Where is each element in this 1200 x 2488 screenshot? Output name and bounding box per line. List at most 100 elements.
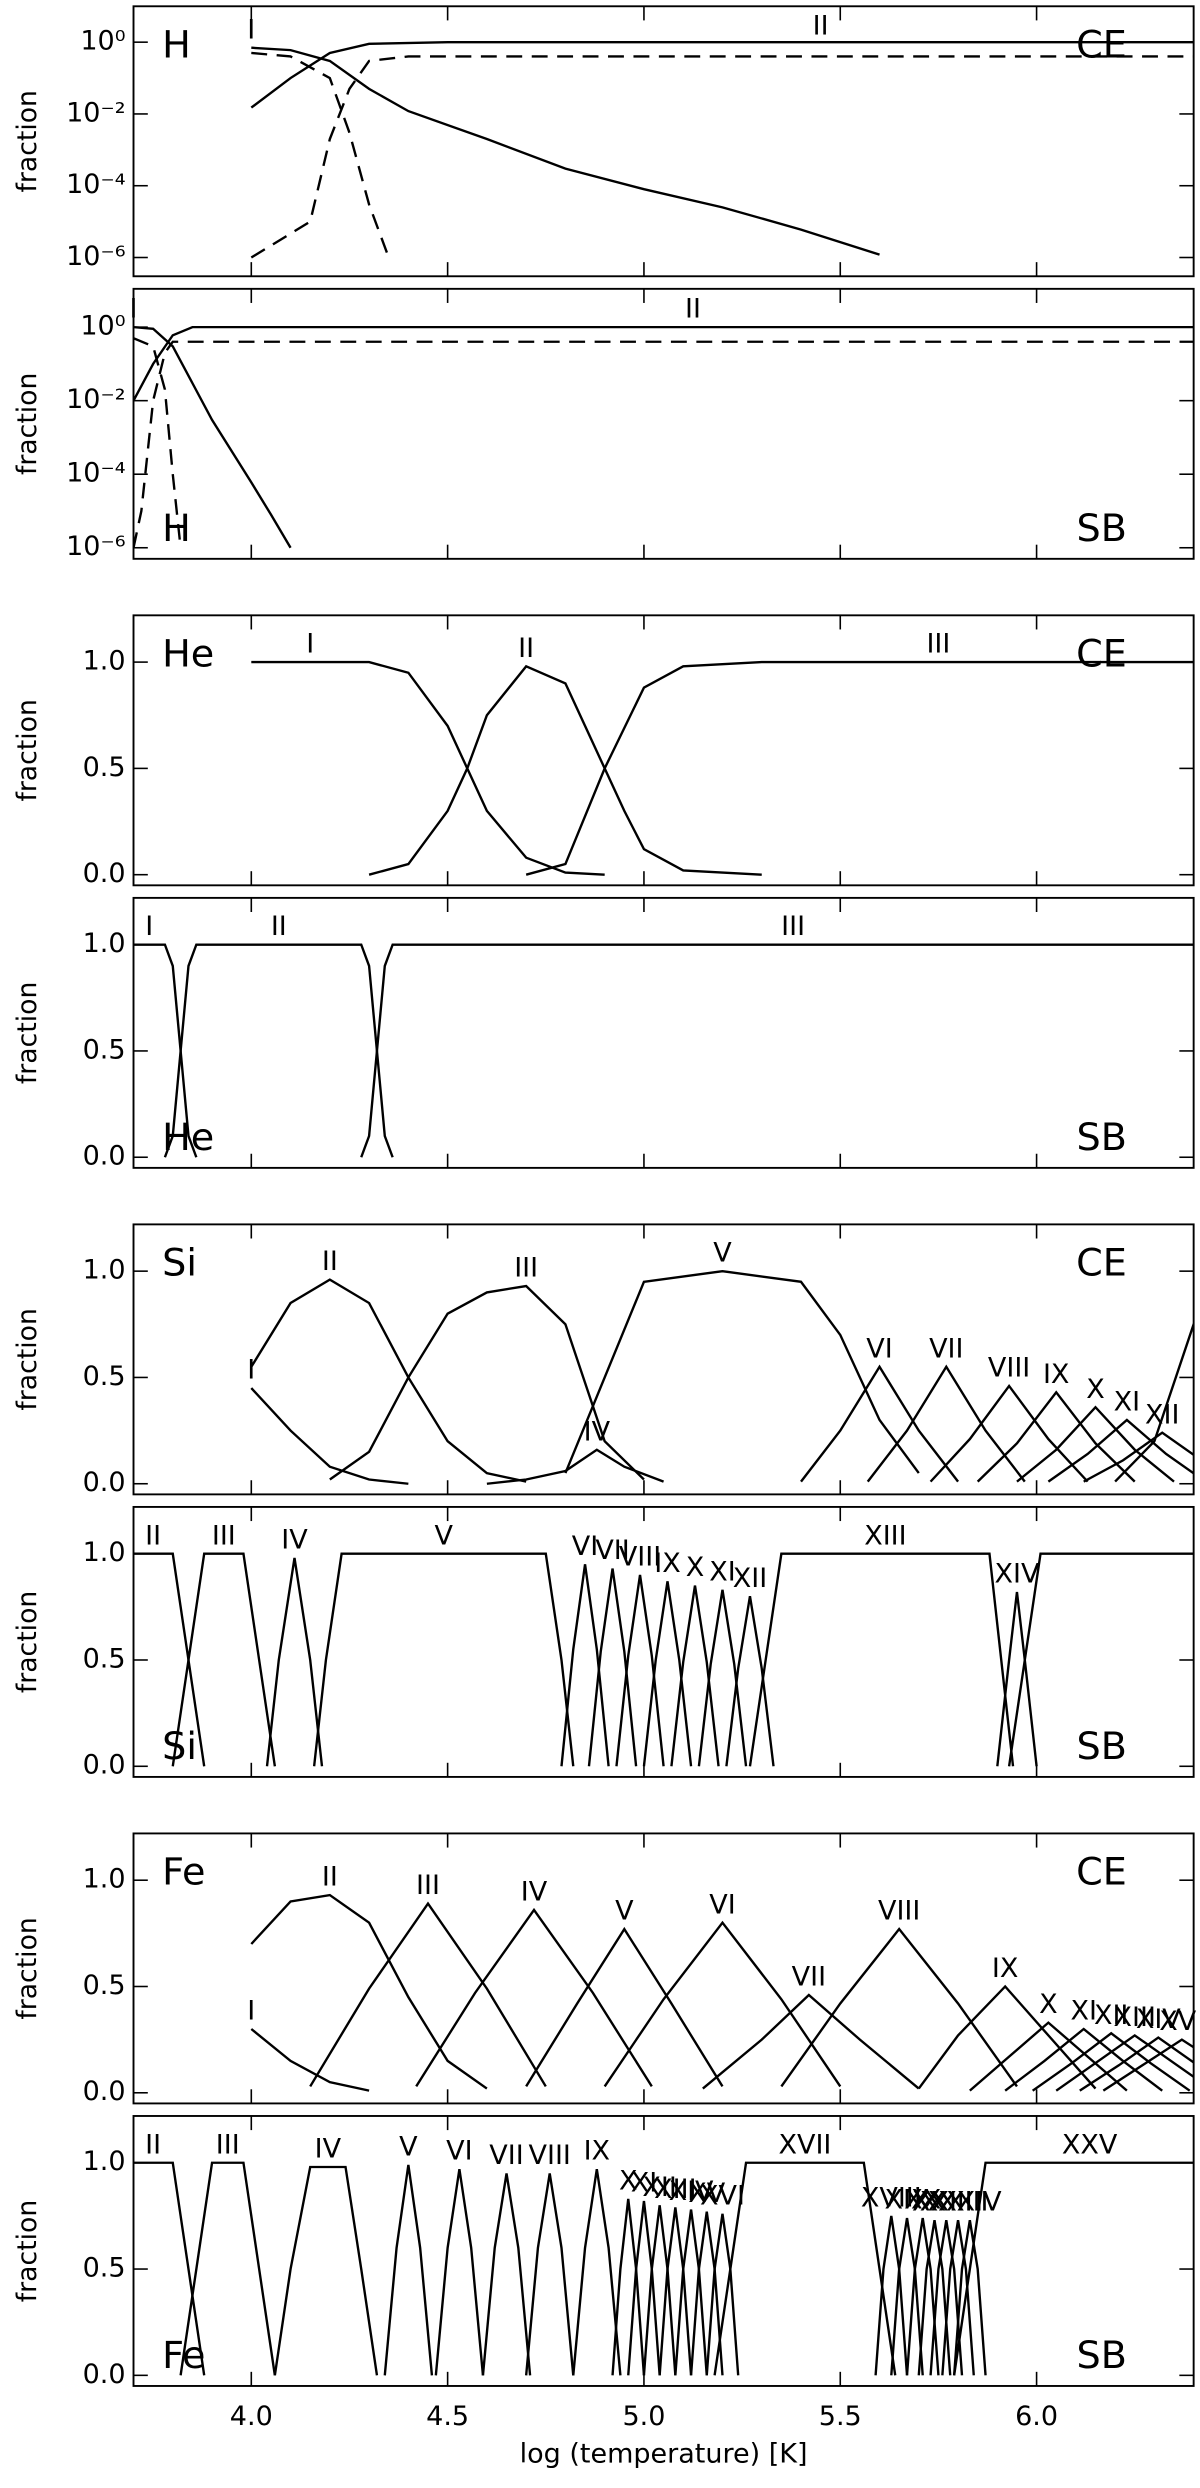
x-axis-label: log (temperature) [K] (520, 2439, 808, 2470)
ion-curve (917, 1984, 1097, 2090)
y-tick-label: 0.5 (83, 1644, 126, 1675)
ion-curve (1102, 2038, 1194, 2092)
ion-label: II (813, 11, 829, 42)
ion-curve (171, 1552, 277, 1767)
model-label: SB (1076, 1724, 1126, 1768)
ion-curve (133, 325, 292, 549)
ion-curve (866, 1364, 1026, 1483)
ion-label: III (416, 1870, 440, 1901)
ion-curve (642, 1581, 693, 1767)
y-tick-label: 1.0 (83, 1255, 126, 1286)
y-tick-label: 10⁰ (80, 26, 125, 57)
y-tick-label: 10⁻² (66, 98, 125, 129)
ion-label: III (212, 1520, 236, 1551)
ion-label: XIII (1114, 2002, 1156, 2033)
ion-label: XI (1070, 1996, 1096, 2027)
ion-curve (917, 2219, 952, 2376)
ion-label: VI (866, 1334, 892, 1365)
ion-curve (251, 660, 605, 876)
ion-label: XVI (700, 2181, 745, 2212)
ion-curve (689, 2211, 724, 2376)
ion-curve (615, 1574, 665, 1767)
ion-curve (368, 664, 762, 876)
ion-label: XV (1159, 2006, 1197, 2037)
ion-label: II (145, 1520, 161, 1551)
ion-curve (572, 2168, 622, 2376)
curves (133, 2161, 1194, 2376)
y-axis-label: fraction (12, 2200, 43, 2302)
ion-label: IV (315, 2134, 342, 2165)
ion-label: XV (688, 2178, 726, 2209)
ion-curve (800, 1364, 960, 1483)
ion-curve (250, 1893, 488, 2090)
ion-label: VI (446, 2136, 472, 2167)
ion-curve (952, 2219, 987, 2376)
ion-label: VIII (878, 1896, 920, 1927)
ion-label: V (434, 1520, 453, 1551)
ion-label: XVIII (861, 2183, 922, 2214)
ion-label: XXI (912, 2187, 957, 2218)
model-label: CE (1076, 1850, 1127, 1894)
ion-curve (603, 1920, 842, 2088)
ion-curve (874, 2215, 909, 2376)
ion-curve (133, 2161, 206, 2376)
curves (133, 943, 1194, 1158)
ion-curve (564, 1269, 920, 1474)
ion-label: XI (1114, 1387, 1140, 1418)
ion-label: XII (1094, 2000, 1128, 2031)
ion-label: II (145, 2129, 161, 2160)
ion-label: XIX (885, 2185, 930, 2216)
y-axis-label: fraction (12, 982, 43, 1084)
model-label: CE (1076, 632, 1127, 676)
y-tick-label: 0.5 (83, 1361, 126, 1392)
element-label: He (162, 632, 214, 676)
ion-curve (1007, 1552, 1194, 1767)
curves (250, 1893, 1194, 2092)
y-tick-label: 1.0 (83, 2146, 126, 2177)
ion-curve (250, 1387, 409, 1485)
ion-curve (725, 1596, 775, 1767)
ion-curve (702, 1993, 920, 2090)
ion-curve (525, 660, 1194, 876)
ion-label: VIII (529, 2140, 571, 2171)
ion-label: III (216, 2129, 240, 2160)
y-axis-label: fraction (12, 699, 43, 801)
ion-label: XX (904, 2185, 941, 2216)
ion-curve (133, 1552, 206, 1767)
ion-curve (996, 1591, 1038, 1767)
ion-label: XI (631, 2168, 657, 2199)
ion-curve (481, 2173, 532, 2376)
ion-label: XIII (654, 2174, 696, 2205)
ion-curve (329, 1284, 645, 1481)
y-tick-label: 0.0 (83, 1467, 126, 1498)
ion-curve (642, 2205, 677, 2376)
ion-label: II (518, 633, 534, 664)
plot-frame (132, 896, 1195, 1169)
y-tick-label: 0.5 (83, 1035, 126, 1066)
y-tick-label: 10⁻⁶ (66, 241, 125, 272)
model-label: SB (1076, 506, 1126, 550)
y-tick-label: 1.0 (83, 1864, 126, 1895)
ion-label: II (685, 294, 701, 325)
ion-label: II (271, 911, 287, 942)
ion-curve (312, 1552, 575, 1767)
curves (251, 660, 1194, 876)
ion-label: VII (489, 2140, 523, 2171)
x-tick-label: 6.0 (1015, 2401, 1058, 2432)
plot-frame (132, 614, 1195, 887)
ion-label: XIV (669, 2176, 715, 2207)
ion-curve (383, 2164, 434, 2376)
ion-curve (560, 1564, 610, 1767)
ion-curve (524, 2173, 575, 2376)
model-label: CE (1076, 1241, 1127, 1285)
ion-curve (929, 2219, 964, 2376)
ion-label: IX (992, 1953, 1018, 1984)
ion-label: V (713, 1238, 732, 1269)
y-tick-label: 0.5 (83, 752, 126, 783)
y-tick-label: 1.0 (83, 646, 126, 677)
